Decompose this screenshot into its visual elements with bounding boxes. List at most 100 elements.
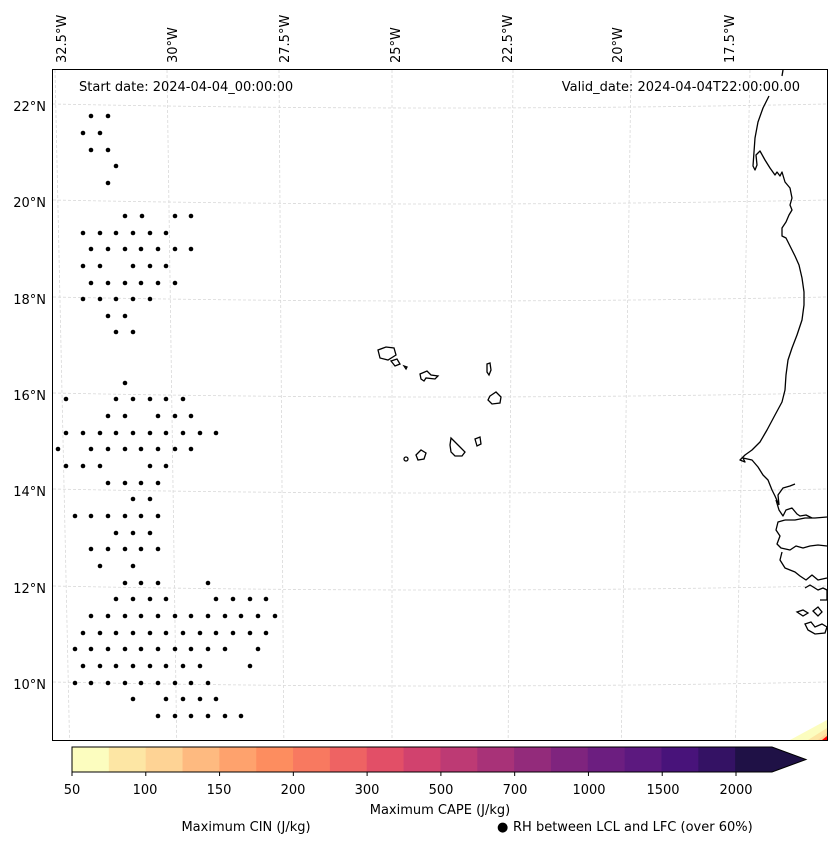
rh-stipple-dot — [263, 630, 269, 636]
rh-stipple-dot — [147, 596, 153, 602]
rh-stipple-dot — [130, 496, 136, 502]
rh-stipple-dot — [147, 630, 153, 636]
rh-stipple-dot — [105, 513, 111, 519]
colorbar-segment — [624, 747, 662, 772]
rh-stipple-dot — [147, 263, 153, 269]
rh-stipple-dot — [122, 480, 128, 486]
rh-stipple-dot — [230, 596, 236, 602]
rh-legend-label: RH between LCL and LFC (over 60%) — [513, 820, 753, 835]
rh-stipple-dot — [205, 580, 211, 586]
rh-stipple-dot — [122, 446, 128, 452]
rh-stipple-dot — [122, 213, 128, 219]
lon-tick-label: 30°W — [166, 27, 181, 63]
rh-stipple-dot — [80, 430, 86, 436]
colorbar-outline — [71, 746, 808, 773]
colorbar-tick-label: 50 — [64, 783, 81, 798]
rh-stipple-dot — [147, 430, 153, 436]
colorbar-tick-label: 300 — [355, 783, 380, 798]
rh-stipple-dot — [172, 613, 178, 619]
rh-stipple-dot — [188, 713, 194, 719]
rh-stipple-dot — [147, 496, 153, 502]
rh-stipple-dot — [138, 546, 144, 552]
rh-stipple-dot — [180, 630, 186, 636]
rh-stipple-dot — [147, 396, 153, 402]
rh-stipple-dot — [138, 246, 144, 252]
rh-stipple-dot — [230, 630, 236, 636]
rh-stipple-dot — [122, 513, 128, 519]
rh-stipple-dot — [130, 696, 136, 702]
rh-stipple-dot — [172, 446, 178, 452]
rh-stipple-dot — [255, 613, 261, 619]
rh-stipple-dot — [188, 613, 194, 619]
lat-tick-label: 14°N — [13, 485, 46, 500]
cape-fill-patch — [790, 720, 827, 740]
rh-stipple-dot — [197, 630, 203, 636]
rh-stipple-dot — [130, 596, 136, 602]
graticule — [52, 69, 828, 741]
rh-stipple-dot — [97, 563, 103, 569]
rh-stipple-dot — [113, 296, 119, 302]
rh-stipple-dot — [113, 663, 119, 669]
graticule-parallel — [52, 296, 828, 302]
rh-stipple-dot — [97, 630, 103, 636]
rh-stipple-dot — [130, 396, 136, 402]
rh-stipple-dot — [188, 213, 194, 219]
rh-stipple-dot — [147, 463, 153, 469]
rh-stipple-dot — [247, 630, 253, 636]
colorbar-segment — [440, 747, 478, 772]
rh-stipple-dot — [188, 413, 194, 419]
colorbar-segment — [550, 747, 589, 772]
colorbar-segment — [366, 747, 405, 772]
rh-stipple-dot — [155, 580, 161, 586]
coastline-africa — [739, 69, 828, 635]
rh-stipple-dot — [155, 546, 161, 552]
rh-stipple-dot — [105, 613, 111, 619]
rh-stipple-dot — [122, 613, 128, 619]
rh-stipple-dot — [122, 546, 128, 552]
colorbar-segment — [587, 747, 626, 772]
rh-stipple-dot — [163, 230, 169, 236]
colorbar-ticks — [71, 772, 737, 776]
rh-stipple-dot — [105, 313, 111, 319]
rh-stipple-dot — [172, 213, 178, 219]
rh-stipple-dot — [97, 663, 103, 669]
rh-stipple-dot — [272, 613, 278, 619]
rh-stipple-dot — [172, 413, 178, 419]
rh-stipple-dot — [163, 463, 169, 469]
lon-tick-label: 27.5°W — [278, 15, 293, 63]
rh-stipple-dot — [130, 563, 136, 569]
rh-stipple-dot — [55, 446, 61, 452]
rh-stipple-dot — [155, 646, 161, 652]
cape-colorbar — [71, 746, 808, 773]
rh-stipple-dot — [163, 596, 169, 602]
start-date-label: Start date: 2024-04-04_00:00:00 — [79, 80, 293, 95]
colorbar-segment — [735, 747, 773, 772]
rh-stipple-dot — [88, 280, 94, 286]
rh-stipple-dot — [63, 463, 69, 469]
rh-stipple-dot — [122, 280, 128, 286]
rh-stipple-dot — [197, 696, 203, 702]
rh-stipple-dot — [105, 446, 111, 452]
rh-stipple-dot — [238, 613, 244, 619]
rh-stipple-dot — [138, 513, 144, 519]
rh-legend-marker: ● — [497, 820, 508, 835]
rh-stipple-dot — [205, 713, 211, 719]
rh-stipple-dot — [163, 263, 169, 269]
rh-stipple-dot — [80, 230, 86, 236]
rh-stipple-dot — [88, 680, 94, 686]
rh-stipple-dot — [155, 413, 161, 419]
rh-stipple-dot — [130, 296, 136, 302]
rh-stipple-dot — [130, 530, 136, 536]
rh-stipple-dot — [255, 646, 261, 652]
graticule-parallel — [52, 488, 828, 494]
valid-date-label: Valid_date: 2024-04-04T22:00:00.00 — [562, 80, 800, 95]
rh-stipple-dot — [155, 613, 161, 619]
rh-stipple-dot — [63, 396, 69, 402]
graticule-meridian — [278, 69, 285, 741]
rh-stipple-dot — [180, 663, 186, 669]
colorbar-segment — [514, 747, 552, 772]
rh-stipple-dot — [188, 646, 194, 652]
rh-stipple-dot — [155, 280, 161, 286]
rh-stipple-dot — [105, 546, 111, 552]
lat-tick-label: 20°N — [13, 196, 46, 211]
